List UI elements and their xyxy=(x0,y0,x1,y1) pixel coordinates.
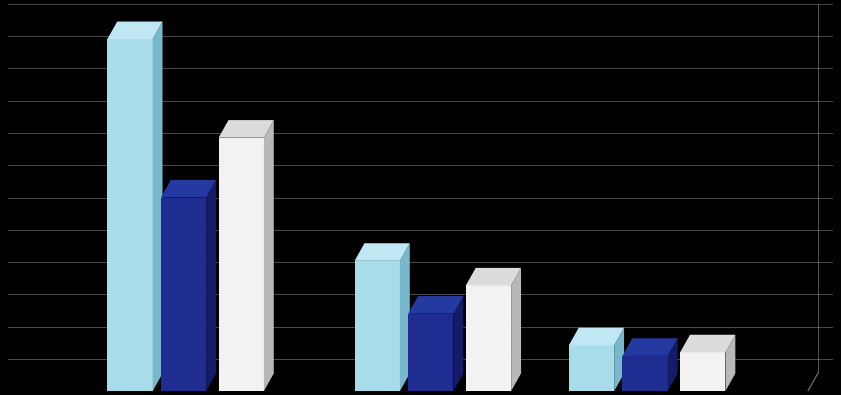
Polygon shape xyxy=(466,268,521,286)
Polygon shape xyxy=(726,335,735,391)
Polygon shape xyxy=(569,345,614,391)
Polygon shape xyxy=(614,328,624,391)
Polygon shape xyxy=(264,120,274,391)
Polygon shape xyxy=(511,268,521,391)
Polygon shape xyxy=(408,314,453,391)
Polygon shape xyxy=(355,243,410,261)
Polygon shape xyxy=(680,335,735,352)
Polygon shape xyxy=(680,352,726,391)
Polygon shape xyxy=(466,286,511,391)
Polygon shape xyxy=(622,356,668,391)
Polygon shape xyxy=(668,338,678,391)
Polygon shape xyxy=(453,296,463,391)
Polygon shape xyxy=(161,180,216,198)
Polygon shape xyxy=(219,138,264,391)
Polygon shape xyxy=(355,261,400,391)
Polygon shape xyxy=(219,120,274,138)
Polygon shape xyxy=(206,180,216,391)
Polygon shape xyxy=(569,328,624,345)
Polygon shape xyxy=(108,22,162,39)
Polygon shape xyxy=(161,198,206,391)
Polygon shape xyxy=(108,39,153,391)
Polygon shape xyxy=(622,338,678,356)
Polygon shape xyxy=(153,22,162,391)
Polygon shape xyxy=(400,243,410,391)
Polygon shape xyxy=(408,296,463,314)
